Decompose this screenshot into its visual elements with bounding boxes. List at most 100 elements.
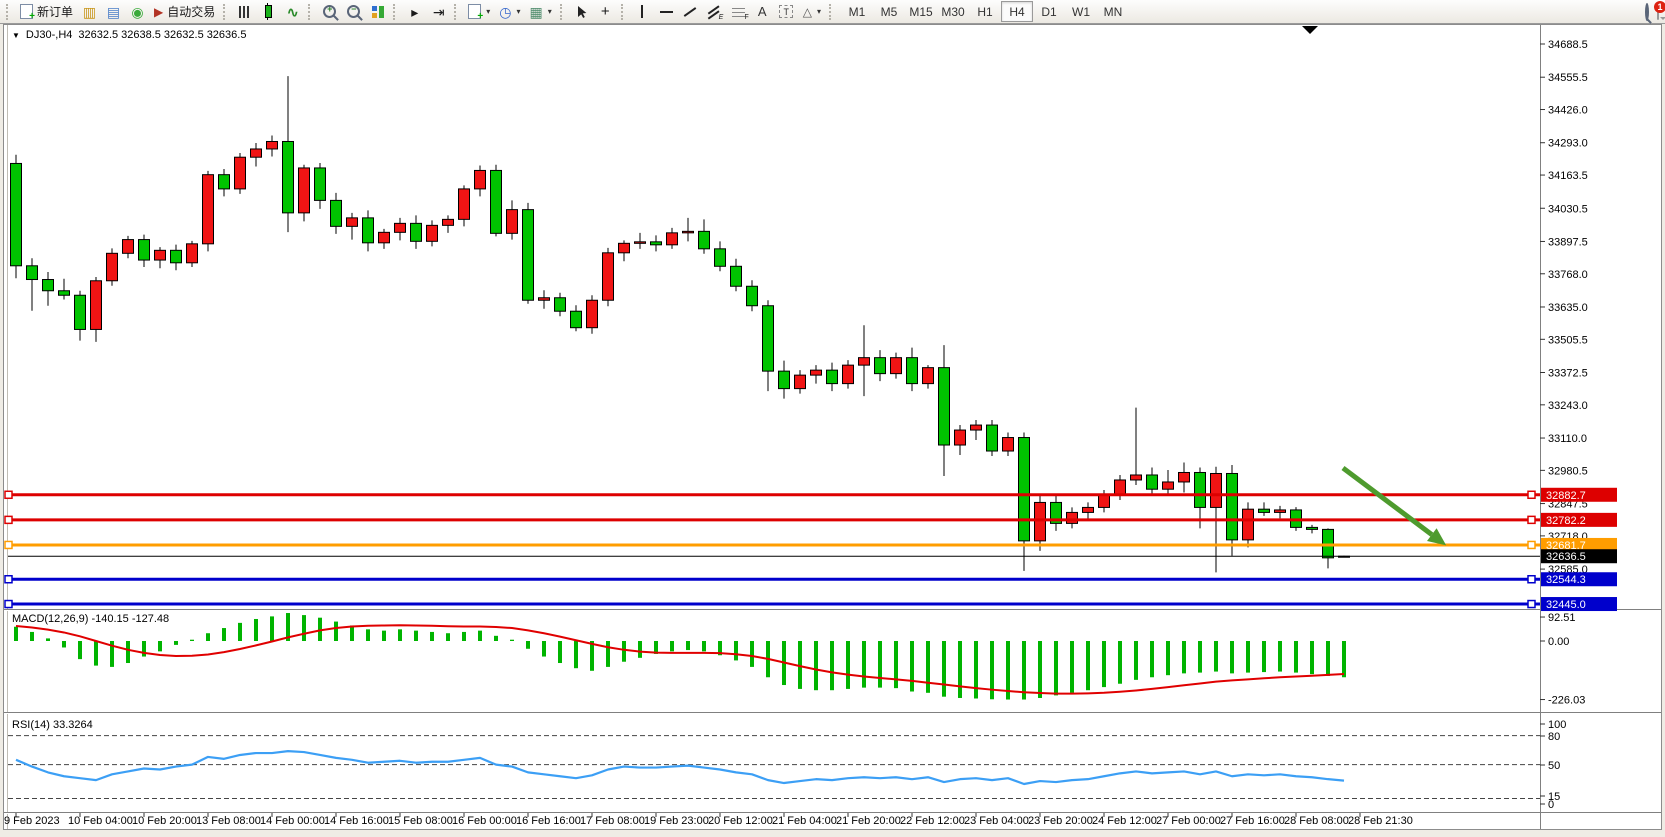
candle — [58, 278, 70, 300]
candle — [618, 240, 630, 262]
zoom-in-button[interactable]: + — [318, 2, 341, 22]
toolbar-grip[interactable] — [393, 3, 399, 20]
candle — [938, 345, 950, 476]
text-button[interactable]: A — [751, 2, 774, 22]
data-window-button[interactable]: ▤ — [102, 2, 125, 22]
macd-histogram-bar — [110, 641, 114, 667]
line-handle[interactable] — [1527, 490, 1536, 500]
horizontal-line-button[interactable] — [655, 2, 678, 22]
line-handle[interactable] — [1527, 574, 1536, 584]
candle — [330, 192, 342, 234]
timeframe-button-H4[interactable]: H4 — [1001, 1, 1034, 22]
search-button[interactable] — [1645, 2, 1649, 21]
equidistant-channel-button[interactable]: E — [703, 2, 726, 22]
candle — [778, 360, 790, 399]
line-handle[interactable] — [1527, 540, 1536, 550]
timeframe-button-M5[interactable]: M5 — [880, 4, 898, 19]
horizontal-line-32681.7[interactable] — [4, 540, 1540, 550]
line-handle[interactable] — [4, 599, 13, 609]
candle — [522, 202, 534, 304]
candlestick-chart-button[interactable] — [257, 2, 280, 22]
toolbar-grip[interactable] — [559, 3, 566, 20]
timeframe-button-M15[interactable]: M15 — [909, 4, 933, 19]
toolbar-grip[interactable] — [6, 3, 12, 20]
horizontal-line-32544.3[interactable] — [4, 574, 1540, 584]
equidistant-channel-icon: E — [707, 4, 723, 21]
macd-histogram-bar — [574, 641, 578, 669]
horizontal-line-32782.2[interactable] — [4, 515, 1540, 525]
line-handle[interactable] — [4, 540, 13, 550]
bar-chart-button[interactable] — [233, 2, 256, 22]
trend-arrow[interactable] — [1341, 465, 1447, 546]
new-chart-button[interactable]: + ▾ — [464, 2, 494, 22]
chevron-down-icon: ▾ — [516, 7, 521, 16]
macd-histogram-bar — [1102, 641, 1106, 688]
macd-histogram-bar — [446, 633, 450, 641]
zoom-out-icon: − — [347, 4, 361, 18]
candle — [10, 154, 22, 279]
rsi-line — [15, 750, 1345, 786]
candle — [250, 142, 262, 167]
text-label-button[interactable]: T — [775, 2, 798, 22]
timeframe-button-MN[interactable]: MN — [1103, 4, 1123, 19]
macd-histogram-bar — [126, 641, 130, 664]
toolbar-grip[interactable] — [308, 3, 314, 20]
templates-button[interactable]: ▦ ▾ — [526, 2, 556, 22]
auto-trading-button[interactable]: ▶ 自动交易 — [150, 2, 219, 22]
scroll-marker-icon[interactable] — [1302, 26, 1318, 34]
horizontal-line-32882.7[interactable] — [4, 490, 1540, 500]
tile-windows-icon — [371, 5, 384, 18]
price-tick-label: 34426.0 — [1548, 105, 1588, 117]
timeframe-button-H1[interactable]: H1 — [977, 4, 993, 19]
macd-histogram-bar — [958, 641, 962, 698]
timeframe-button-W1[interactable]: W1 — [1072, 4, 1091, 19]
zoom-out-button[interactable]: − — [342, 2, 365, 22]
timeframe-button-D1[interactable]: D1 — [1041, 4, 1057, 19]
price-tick-label: 34555.5 — [1548, 72, 1588, 84]
chart-shift-button[interactable]: ⇥ — [427, 2, 450, 22]
timeframe-button-M1[interactable]: M1 — [848, 4, 866, 19]
line-chart-button[interactable]: ∿ — [281, 2, 304, 22]
price-tick-label: 33243.0 — [1548, 400, 1588, 412]
fibonacci-button[interactable]: F — [727, 2, 750, 22]
auto-scroll-button[interactable]: ▸ — [403, 2, 426, 22]
toolbar-grip[interactable] — [223, 3, 229, 20]
new-order-button[interactable]: + 新订单 — [16, 2, 77, 22]
cursor-icon — [577, 5, 587, 18]
macd-histogram-bar — [254, 618, 258, 641]
macd-histogram-bar — [894, 641, 898, 689]
period-menu-button[interactable]: ◷ ▾ — [495, 2, 524, 22]
line-handle[interactable] — [4, 515, 13, 525]
horizontal-line-32445.0[interactable] — [4, 599, 1540, 609]
shapes-button[interactable]: △ ▾ — [799, 2, 825, 22]
auto-trading-label: 自动交易 — [167, 5, 216, 19]
chart-canvas[interactable]: 34688.5 34555.5 34426.0 34293.0 34163.5 34030… — [0, 23, 1665, 837]
toolbar-grip[interactable] — [829, 3, 835, 20]
toolbar-grip[interactable] — [454, 3, 460, 20]
notifications-button[interactable]: 1 — [1654, 0, 1665, 20]
candle — [730, 258, 742, 292]
time-tick-label: 20 Feb 12:00 — [708, 815, 773, 827]
line-handle[interactable] — [4, 490, 13, 500]
timeframe-button-M30[interactable]: M30 — [941, 4, 965, 19]
toolbar-grip[interactable] — [620, 3, 627, 20]
line-handle[interactable] — [4, 574, 13, 584]
cursor-button[interactable] — [570, 2, 593, 22]
market-watch-button[interactable]: ▥ — [78, 2, 101, 22]
macd-histogram-bar — [382, 630, 386, 641]
tile-windows-button[interactable] — [366, 2, 389, 22]
macd-histogram-bar — [1006, 641, 1010, 700]
macd-histogram-bar — [430, 631, 434, 641]
candle — [1130, 407, 1142, 485]
macd-histogram-bar — [1166, 641, 1170, 676]
time-tick-label: 27 Feb 00:00 — [1156, 815, 1221, 827]
macd-histogram-bar — [974, 641, 978, 699]
macd-histogram-bar — [1182, 641, 1186, 674]
navigator-button[interactable]: ◉ — [126, 2, 149, 22]
line-handle[interactable] — [1527, 599, 1536, 609]
crosshair-button[interactable]: + — [594, 2, 617, 22]
vertical-line-button[interactable] — [631, 2, 654, 22]
rsi-axis-label: 50 — [1548, 760, 1560, 772]
line-handle[interactable] — [1527, 515, 1536, 525]
trendline-button[interactable] — [679, 2, 702, 22]
